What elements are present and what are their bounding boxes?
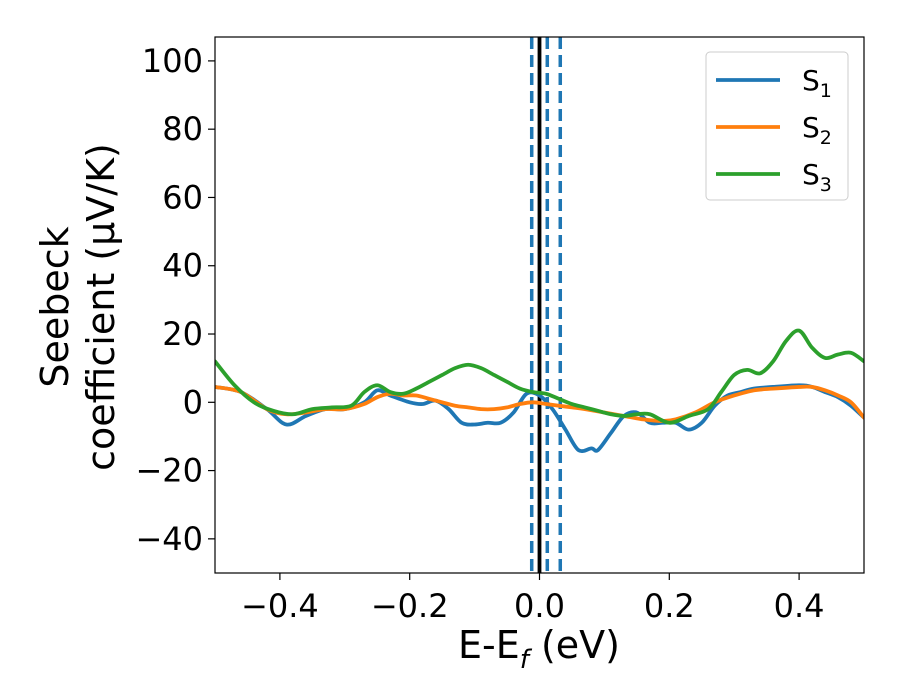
y-tick-label: −20 bbox=[135, 452, 203, 490]
x-tick-label: −0.2 bbox=[371, 587, 449, 625]
legend-label-s1: S1 bbox=[802, 64, 832, 102]
y-tick-label: 80 bbox=[162, 110, 203, 148]
x-axis-ticks: −0.4 −0.2 0.0 0.2 0.4 bbox=[241, 573, 825, 625]
y-tick-label: 100 bbox=[142, 42, 203, 80]
y-axis-label: Seebeck coefficient (μV/K) bbox=[33, 143, 123, 471]
series-layer bbox=[215, 328, 864, 454]
y-tick-label: 40 bbox=[162, 247, 203, 285]
y-tick-label: 20 bbox=[162, 315, 203, 353]
x-axis-label-main: E-E bbox=[458, 623, 520, 667]
x-tick-label: 0.0 bbox=[514, 587, 565, 625]
y-axis-label-line1: Seebeck bbox=[33, 226, 77, 387]
reference-lines bbox=[529, 37, 563, 573]
x-tick-label: 0.4 bbox=[774, 587, 825, 625]
y-tick-label: 0 bbox=[183, 383, 203, 421]
series-line-s3 bbox=[215, 328, 864, 425]
x-tick-label: −0.4 bbox=[241, 587, 319, 625]
x-axis-label: E-Ef (eV) bbox=[458, 623, 620, 675]
y-tick-label: 60 bbox=[162, 178, 203, 216]
x-axis-label-unit: (eV) bbox=[529, 623, 620, 667]
legend-label-s3: S3 bbox=[802, 158, 832, 196]
y-tick-label: −40 bbox=[135, 520, 203, 558]
x-tick-label: 0.2 bbox=[644, 587, 695, 625]
series-line-s2 bbox=[215, 384, 864, 423]
y-axis-ticks: −40 −20 0 20 40 60 80 100 bbox=[135, 42, 215, 558]
y-axis-label-line2: coefficient (μV/K) bbox=[79, 143, 123, 471]
legend-label-s2: S2 bbox=[802, 111, 832, 149]
legend: S1 S2 S3 bbox=[705, 51, 849, 201]
